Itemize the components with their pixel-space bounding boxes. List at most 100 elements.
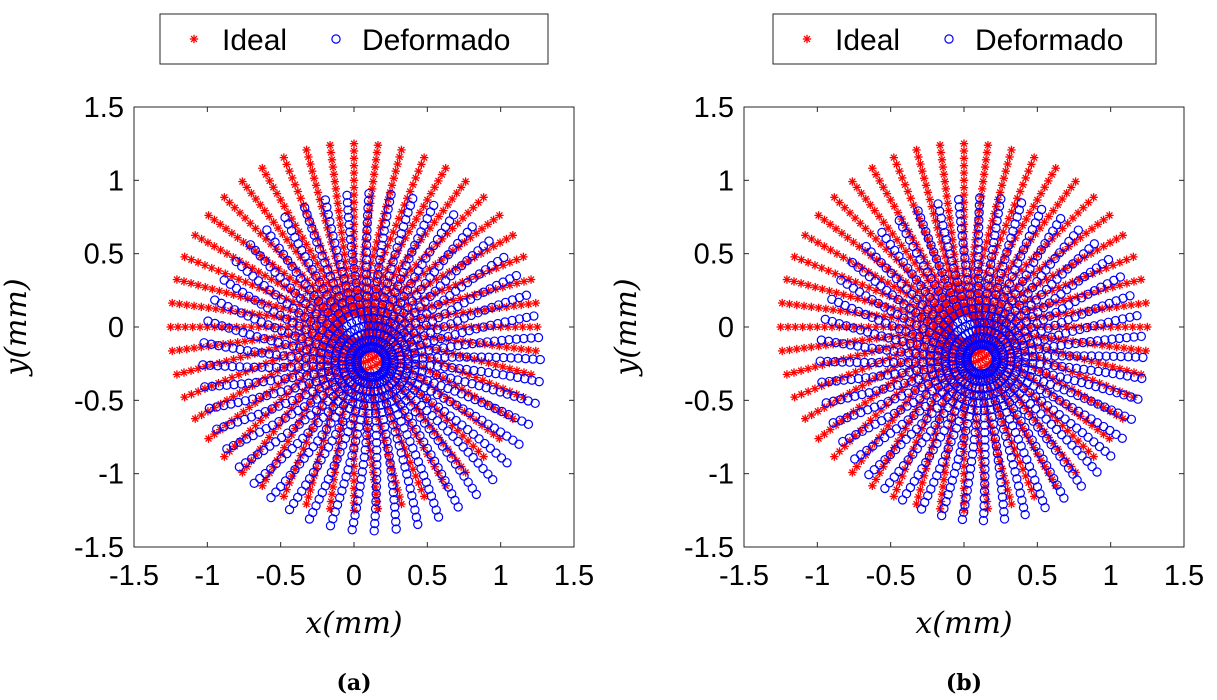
data-point-deformado bbox=[495, 387, 505, 397]
data-point-ideal bbox=[509, 343, 519, 353]
data-point-deformado bbox=[462, 424, 473, 435]
data-point-ideal bbox=[820, 403, 829, 412]
data-point-ideal bbox=[495, 211, 504, 220]
data-point-deformado bbox=[471, 489, 482, 500]
data-point-deformado bbox=[280, 476, 291, 486]
data-point-ideal bbox=[941, 184, 951, 194]
data-point-ideal bbox=[502, 342, 511, 352]
data-point-deformado bbox=[502, 389, 512, 399]
data-point-deformado bbox=[369, 313, 379, 323]
data-point-ideal bbox=[272, 245, 281, 254]
data-point-deformado bbox=[251, 377, 261, 388]
data-point-deformado bbox=[1111, 429, 1121, 440]
data-point-deformado bbox=[308, 441, 318, 452]
data-point-ideal bbox=[229, 253, 238, 262]
data-point-ideal bbox=[837, 229, 847, 238]
data-point-ideal bbox=[813, 238, 823, 247]
data-point-ideal bbox=[369, 170, 379, 179]
data-point-ideal bbox=[208, 284, 217, 294]
data-point-deformado bbox=[386, 465, 396, 476]
data-point-deformado bbox=[373, 321, 383, 331]
data-point-ideal bbox=[874, 212, 884, 221]
data-point-ideal bbox=[173, 322, 183, 332]
data-point-ideal bbox=[1071, 177, 1080, 186]
data-point-deformado bbox=[286, 351, 296, 362]
data-point-deformado bbox=[351, 278, 361, 288]
data-point-ideal bbox=[367, 191, 376, 201]
data-point-deformado bbox=[279, 351, 289, 361]
data-point-deformado bbox=[396, 448, 406, 458]
data-point-ideal bbox=[207, 263, 216, 273]
data-point-deformado bbox=[485, 320, 496, 330]
data-point-deformado bbox=[416, 284, 426, 295]
data-point-deformado bbox=[498, 370, 508, 380]
data-point-deformado bbox=[349, 309, 360, 319]
data-point-deformado bbox=[437, 441, 448, 451]
data-point-deformado bbox=[300, 279, 310, 289]
data-point-deformado bbox=[231, 256, 241, 267]
data-point-ideal bbox=[333, 199, 342, 208]
data-point-ideal bbox=[820, 215, 829, 225]
data-point-ideal bbox=[1089, 193, 1098, 202]
data-point-deformado bbox=[502, 458, 512, 468]
data-point-deformado bbox=[408, 342, 418, 353]
data-point-deformado bbox=[304, 285, 315, 295]
data-point-deformado bbox=[416, 313, 426, 324]
data-point-deformado bbox=[276, 454, 287, 464]
data-point-ideal bbox=[509, 301, 519, 311]
series-ideal bbox=[776, 139, 1152, 515]
data-point-ideal bbox=[193, 387, 203, 396]
data-point-ideal bbox=[820, 322, 829, 332]
data-point-deformado bbox=[386, 264, 396, 274]
data-point-deformado bbox=[530, 398, 540, 409]
data-point-ideal bbox=[258, 481, 267, 490]
data-point-ideal bbox=[508, 231, 517, 240]
data-point-ideal bbox=[505, 281, 515, 290]
data-point-ideal bbox=[328, 482, 338, 492]
data-point-deformado bbox=[205, 360, 215, 371]
data-point-ideal bbox=[349, 168, 359, 178]
data-point-deformado bbox=[484, 236, 494, 246]
data-point-deformado bbox=[352, 429, 363, 439]
data-point-ideal bbox=[166, 322, 175, 332]
y-tick-label: 0 bbox=[108, 312, 124, 344]
y-tick-label: 0.5 bbox=[694, 239, 734, 271]
data-point-ideal bbox=[293, 187, 303, 196]
data-point-ideal bbox=[916, 159, 925, 169]
data-point-deformado bbox=[265, 285, 275, 295]
data-point-deformado bbox=[317, 314, 327, 324]
data-point-deformado bbox=[434, 261, 444, 271]
data-point-ideal bbox=[480, 340, 490, 349]
data-point-deformado bbox=[425, 291, 435, 302]
data-point-ideal bbox=[776, 322, 785, 332]
data-point-deformado bbox=[221, 342, 231, 352]
y-tick-label: -1.5 bbox=[74, 532, 124, 564]
data-point-deformado bbox=[315, 354, 326, 365]
chart-panel-b: -1.5 -1 -0.5 0 0.5 1 1.5 1.5 1 0.5 0 -0.5 -1 -1.5 x(mm… bbox=[609, 13, 1204, 696]
data-point-ideal bbox=[1081, 416, 1091, 425]
data-point-deformado bbox=[433, 512, 444, 522]
data-point-ideal bbox=[489, 215, 498, 225]
data-point-ideal bbox=[302, 145, 311, 155]
data-point-deformado bbox=[236, 379, 247, 389]
data-point-deformado bbox=[916, 504, 927, 514]
data-point-ideal bbox=[373, 141, 383, 150]
data-point-deformado bbox=[302, 370, 312, 381]
data-point-deformado bbox=[372, 460, 382, 470]
data-point-deformado bbox=[411, 395, 421, 406]
data-point-ideal bbox=[193, 281, 203, 290]
panel-caption: (b) bbox=[946, 670, 982, 696]
data-point-deformado bbox=[502, 431, 512, 441]
data-point-ideal bbox=[406, 337, 415, 347]
data-point-deformado bbox=[451, 265, 461, 276]
data-point-ideal bbox=[1112, 234, 1121, 244]
data-point-deformado bbox=[408, 193, 418, 204]
data-point-ideal bbox=[999, 174, 1009, 183]
data-point-deformado bbox=[242, 266, 252, 277]
data-point-deformado bbox=[509, 391, 519, 402]
data-point-ideal bbox=[419, 153, 429, 162]
data-point-deformado bbox=[347, 450, 357, 461]
data-point-ideal bbox=[434, 433, 444, 442]
data-point-ideal bbox=[1053, 200, 1062, 210]
data-point-deformado bbox=[323, 396, 333, 406]
